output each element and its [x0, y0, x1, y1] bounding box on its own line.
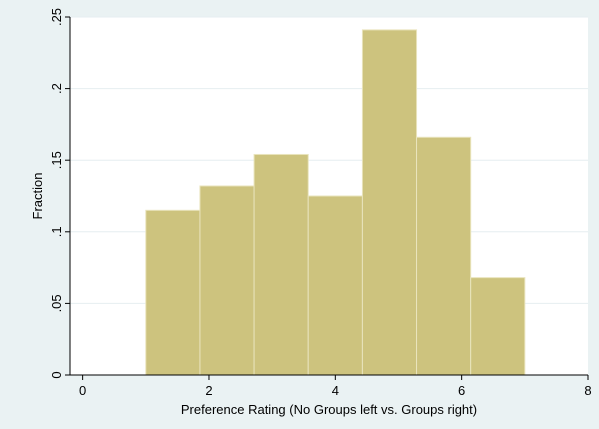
x-tick-label-4: 8 [584, 383, 591, 398]
x-tick-label-2: 4 [332, 383, 339, 398]
x-tick-label-1: 2 [205, 383, 212, 398]
histogram-bars [145, 29, 526, 376]
x-axis-label: Preference Rating (No Groups left vs. Gr… [181, 402, 477, 417]
histogram-bar-2 [199, 185, 255, 376]
y-axis-label: Fraction [30, 173, 45, 220]
y-axis-ticks: 0 .05 .1 .15 .2 .25 [49, 8, 70, 379]
x-tick-label-0: 0 [79, 383, 86, 398]
y-tick-label-4: .2 [49, 83, 64, 94]
y-tick-label-2: .1 [49, 226, 64, 237]
y-tick-label-5: .25 [49, 8, 64, 26]
histogram-bar-3 [253, 153, 309, 376]
histogram-bar-1 [145, 209, 201, 376]
x-tick-label-3: 6 [458, 383, 465, 398]
y-tick-label-3: .15 [49, 151, 64, 169]
y-tick-label-1: .05 [49, 294, 64, 312]
histogram-bar-7 [470, 277, 526, 376]
x-axis-ticks: 0 2 4 6 8 [79, 375, 592, 398]
histogram-bar-4 [307, 195, 363, 376]
histogram-bar-5 [361, 29, 418, 376]
histogram-bar-6 [416, 136, 472, 376]
y-tick-label-0: 0 [49, 371, 64, 378]
